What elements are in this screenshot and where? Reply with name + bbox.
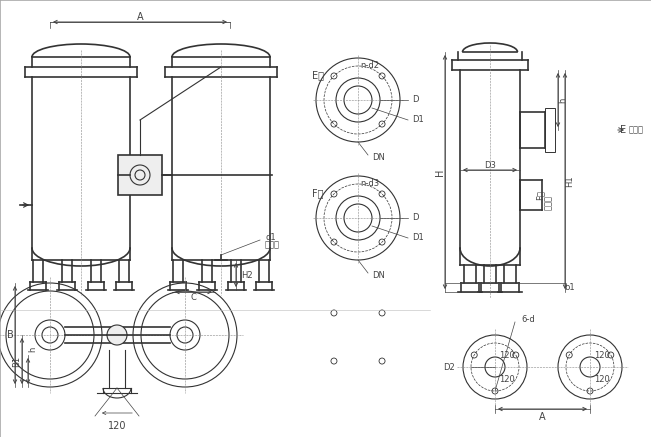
- Text: H2: H2: [241, 271, 253, 280]
- Text: 120: 120: [108, 421, 126, 431]
- Bar: [118, 155, 162, 195]
- Text: C: C: [190, 294, 196, 302]
- Text: B: B: [7, 330, 14, 340]
- Text: D: D: [412, 96, 419, 104]
- Text: D: D: [412, 214, 419, 222]
- Text: h: h: [29, 346, 38, 352]
- Text: 120: 120: [594, 350, 610, 360]
- Text: 6-d: 6-d: [521, 315, 534, 323]
- Text: H: H: [435, 168, 445, 176]
- Text: F向: F向: [312, 188, 324, 198]
- Text: D1: D1: [412, 233, 424, 243]
- Text: h: h: [559, 97, 568, 103]
- Circle shape: [107, 325, 127, 345]
- Text: A: A: [137, 12, 143, 22]
- Text: H1: H1: [566, 175, 574, 187]
- Text: DN: DN: [372, 153, 385, 163]
- Text: D3: D3: [484, 160, 496, 170]
- Text: 120: 120: [594, 375, 610, 384]
- Text: b1: b1: [564, 284, 575, 292]
- Text: DN: DN: [372, 271, 385, 281]
- Text: 进油口: 进油口: [544, 194, 553, 209]
- Text: n-d2: n-d2: [361, 60, 380, 69]
- Text: 120: 120: [499, 350, 515, 360]
- Text: D1: D1: [412, 115, 424, 125]
- Text: D2: D2: [443, 363, 455, 371]
- Bar: [545, 108, 555, 152]
- Text: A: A: [538, 412, 546, 422]
- Text: B1: B1: [12, 355, 21, 367]
- Text: n-d3: n-d3: [361, 178, 380, 187]
- Text: 排污口: 排污口: [265, 240, 280, 250]
- Text: E: E: [620, 125, 626, 135]
- Text: d1: d1: [265, 232, 275, 242]
- Text: 120: 120: [499, 375, 515, 384]
- Text: E向: E向: [312, 70, 324, 80]
- Text: 出油口: 出油口: [628, 125, 643, 135]
- Text: F向: F向: [536, 190, 544, 200]
